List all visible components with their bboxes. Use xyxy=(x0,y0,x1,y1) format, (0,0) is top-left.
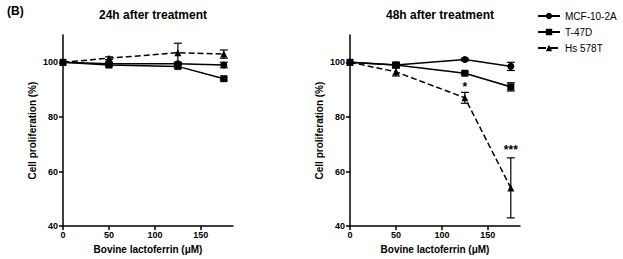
svg-text:0: 0 xyxy=(347,230,352,240)
svg-text:(B): (B) xyxy=(7,4,24,18)
svg-text:60: 60 xyxy=(335,167,345,177)
svg-text:40: 40 xyxy=(335,221,345,231)
svg-text:0: 0 xyxy=(60,230,65,240)
svg-text:40: 40 xyxy=(48,221,58,231)
svg-text:80: 80 xyxy=(335,112,345,122)
svg-text:100: 100 xyxy=(43,57,58,67)
svg-text:Bovine lactoferrin (μM): Bovine lactoferrin (μM) xyxy=(381,244,490,255)
svg-text:Bovine lactoferrin (μM): Bovine lactoferrin (μM) xyxy=(94,244,203,255)
svg-text:100: 100 xyxy=(434,230,449,240)
svg-text:48h after treatment: 48h after treatment xyxy=(386,8,494,22)
svg-text:T-47D: T-47D xyxy=(565,27,592,38)
svg-text:80: 80 xyxy=(48,112,58,122)
svg-text:24h after treatment: 24h after treatment xyxy=(99,8,207,22)
svg-text:Hs 578T: Hs 578T xyxy=(565,43,603,54)
svg-text:60: 60 xyxy=(48,167,58,177)
svg-text:50: 50 xyxy=(391,230,401,240)
svg-text:150: 150 xyxy=(480,230,495,240)
svg-text:MCF-10-2A: MCF-10-2A xyxy=(565,11,617,22)
svg-text:*: * xyxy=(463,80,468,94)
svg-text:***: *** xyxy=(504,143,518,157)
svg-text:50: 50 xyxy=(104,230,114,240)
svg-text:100: 100 xyxy=(330,57,345,67)
svg-text:150: 150 xyxy=(193,230,208,240)
svg-text:100: 100 xyxy=(147,230,162,240)
svg-text:Cell proliferation (%): Cell proliferation (%) xyxy=(314,82,325,180)
svg-text:Cell proliferation (%): Cell proliferation (%) xyxy=(27,82,38,180)
